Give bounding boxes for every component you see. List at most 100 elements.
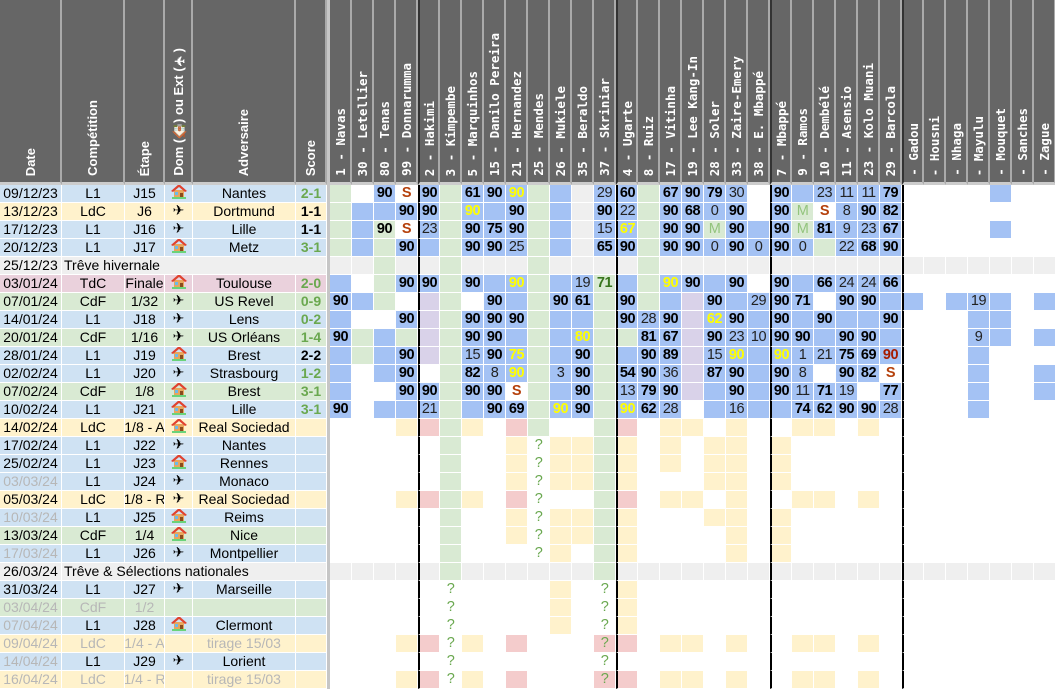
player-cell[interactable] [968,311,990,329]
player-cell[interactable] [682,527,704,545]
player-cell[interactable] [946,203,968,221]
player-cell[interactable] [418,293,440,311]
player-cell[interactable] [616,617,638,635]
player-cell[interactable] [396,455,418,473]
player-cell[interactable] [330,185,352,203]
player-cell[interactable]: M [704,221,726,239]
player-cell[interactable] [968,401,990,419]
player-cell[interactable] [616,347,638,365]
player-cell[interactable] [748,581,770,599]
player-cell[interactable] [506,653,528,671]
player-header[interactable]: 5 - Marquinhos [462,0,484,185]
player-cell[interactable]: 90 [418,185,440,203]
player-cell[interactable] [704,491,726,509]
player-cell[interactable] [638,635,660,653]
player-cell[interactable] [792,653,814,671]
player-cell[interactable] [374,563,396,581]
player-cell[interactable]: S [396,185,418,203]
player-cell[interactable] [506,491,528,509]
player-cell[interactable] [594,311,616,329]
player-cell[interactable]: 90 [858,293,880,311]
player-cell[interactable] [990,329,1012,347]
player-cell[interactable] [748,509,770,527]
player-cell[interactable] [704,599,726,617]
player-cell[interactable] [924,221,946,239]
player-cell[interactable]: ? [528,473,550,491]
player-cell[interactable] [352,257,374,275]
player-cell[interactable]: 90 [484,401,506,419]
player-cell[interactable]: 15 [594,221,616,239]
player-cell[interactable]: 90 [770,311,792,329]
player-cell[interactable] [880,509,902,527]
player-cell[interactable] [704,437,726,455]
player-cell[interactable] [484,671,506,689]
opponent[interactable]: Nantes [193,185,296,203]
player-cell[interactable] [946,221,968,239]
player-cell[interactable] [418,581,440,599]
player-cell[interactable] [594,365,616,383]
player-cell[interactable] [1012,473,1034,491]
player-cell[interactable]: 82 [462,365,484,383]
player-cell[interactable]: 82 [880,203,902,221]
player-cell[interactable] [770,671,792,689]
player-cell[interactable] [660,581,682,599]
player-cell[interactable]: 71 [594,275,616,293]
player-cell[interactable] [880,617,902,635]
player-cell[interactable] [550,419,572,437]
player-cell[interactable] [726,491,748,509]
player-cell[interactable] [1034,473,1055,491]
player-cell[interactable] [352,581,374,599]
player-cell[interactable] [968,383,990,401]
player-cell[interactable]: 60 [616,185,638,203]
player-cell[interactable]: ? [440,653,462,671]
player-cell[interactable] [506,509,528,527]
player-cell[interactable] [990,257,1012,275]
player-cell[interactable] [770,437,792,455]
player-cell[interactable] [748,473,770,491]
opponent[interactable]: Brest [193,383,296,401]
player-cell[interactable] [990,419,1012,437]
player-cell[interactable]: 90 [638,365,660,383]
player-cell[interactable] [418,509,440,527]
player-cell[interactable] [1034,455,1055,473]
player-cell[interactable] [594,437,616,455]
player-cell[interactable] [374,527,396,545]
player-cell[interactable] [814,527,836,545]
player-cell[interactable] [616,437,638,455]
player-cell[interactable] [814,473,836,491]
player-cell[interactable] [924,383,946,401]
player-cell[interactable] [726,671,748,689]
player-cell[interactable]: 9 [968,329,990,347]
player-cell[interactable] [726,473,748,491]
player-cell[interactable] [352,347,374,365]
player-cell[interactable]: 23 [726,329,748,347]
opponent[interactable]: Nantes [193,437,296,455]
player-cell[interactable]: 67 [880,221,902,239]
player-cell[interactable] [682,491,704,509]
player-cell[interactable] [792,635,814,653]
player-cell[interactable] [902,203,924,221]
player-cell[interactable] [330,653,352,671]
player-header[interactable]: 15 - Danilo Pereira [484,0,506,185]
player-cell[interactable] [792,311,814,329]
player-cell[interactable]: 28 [660,401,682,419]
player-cell[interactable]: 24 [836,275,858,293]
player-cell[interactable] [440,491,462,509]
player-cell[interactable] [1012,185,1034,203]
player-cell[interactable]: 87 [704,365,726,383]
player-cell[interactable] [528,347,550,365]
player-cell[interactable]: 90 [616,293,638,311]
player-cell[interactable] [638,437,660,455]
player-cell[interactable]: 62 [814,401,836,419]
player-cell[interactable] [330,203,352,221]
player-cell[interactable]: ? [594,581,616,599]
player-cell[interactable] [572,311,594,329]
player-cell[interactable] [330,491,352,509]
player-cell[interactable] [704,383,726,401]
player-cell[interactable] [352,491,374,509]
player-cell[interactable] [660,437,682,455]
player-cell[interactable] [572,653,594,671]
player-cell[interactable] [550,203,572,221]
player-cell[interactable] [748,635,770,653]
player-cell[interactable] [1034,545,1055,563]
